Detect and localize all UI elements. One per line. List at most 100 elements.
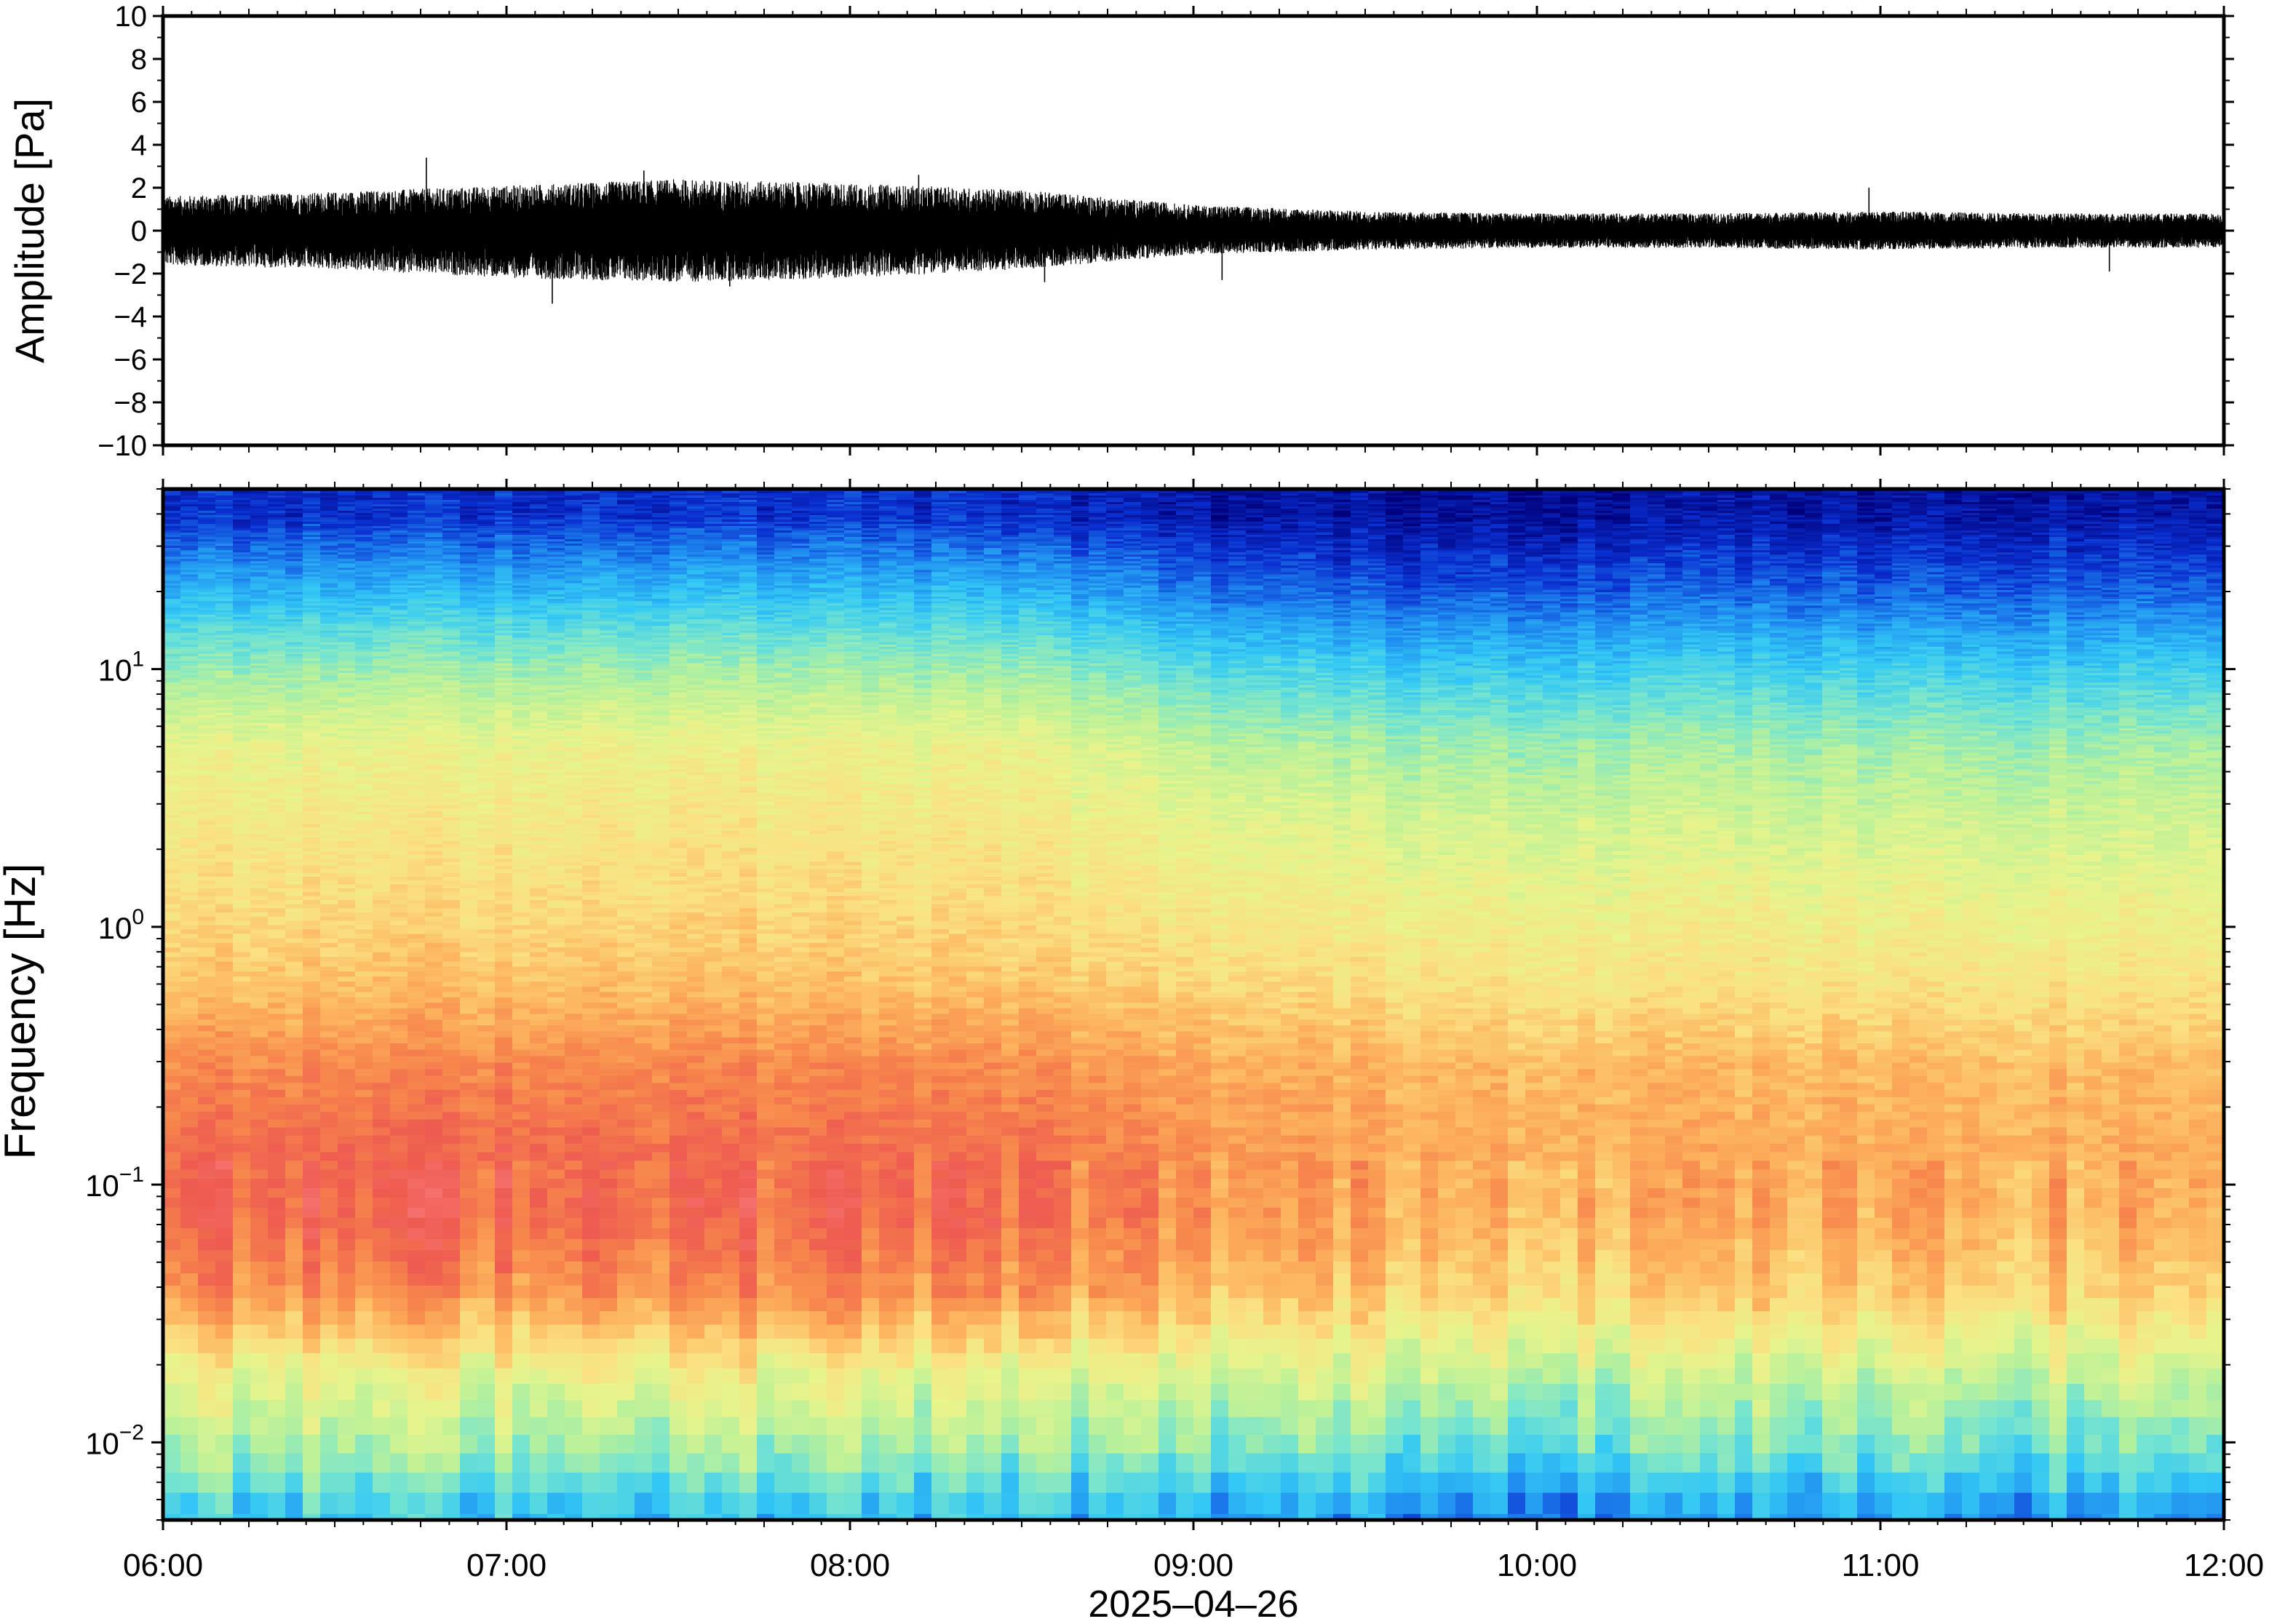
spectrogram-cell — [390, 717, 408, 720]
spectrogram-cell — [250, 741, 269, 744]
spectrogram-cell — [390, 866, 408, 870]
spectrogram-cell — [460, 982, 478, 987]
spectrogram-cell — [373, 998, 391, 1003]
spectrogram-cell — [408, 818, 426, 821]
spectrogram-cell — [163, 1090, 181, 1097]
spectrogram-cell — [198, 1400, 216, 1417]
spectrogram-cell — [477, 728, 496, 731]
spectrogram-cell — [338, 962, 356, 967]
spectrogram-cell — [495, 821, 513, 824]
spectrogram-cell — [303, 900, 321, 904]
spectrogram-cell — [180, 869, 199, 874]
spectrogram-cell — [320, 1250, 338, 1262]
spectrogram-cell — [390, 877, 408, 881]
spectrogram-cell — [198, 1144, 216, 1153]
spectrogram-cell — [460, 1400, 478, 1417]
spectrogram-cell — [303, 749, 321, 752]
spectrogram-cell — [285, 929, 303, 934]
spectrogram-cell — [373, 834, 391, 837]
spectrogram-cell — [198, 1368, 216, 1384]
spectrogram-cell — [408, 1273, 426, 1286]
spectrogram-cell — [425, 943, 443, 948]
spectrogram-cell — [285, 1311, 303, 1325]
spectrogram-cell — [512, 837, 531, 841]
spectrogram-cell — [338, 1493, 356, 1515]
spectrogram-cell — [425, 1453, 443, 1473]
spectrogram-cell — [355, 848, 373, 851]
spectrogram-cell — [180, 784, 199, 787]
spectrogram-cell — [373, 814, 391, 818]
spectrogram-cell — [460, 976, 478, 982]
spectrogram-cell — [198, 752, 216, 755]
spectrogram-cell — [303, 685, 321, 688]
spectrogram-cell — [373, 749, 391, 752]
spectrogram-cell — [198, 912, 216, 917]
spectrogram-cell — [198, 736, 216, 739]
spectrogram-cell — [442, 698, 461, 701]
spectrogram-cell — [390, 1112, 408, 1120]
spectrogram-cell — [512, 775, 531, 779]
spectrogram-cell — [180, 1038, 199, 1044]
spectrogram-cell — [355, 976, 373, 982]
spectrogram-cell — [250, 693, 269, 696]
spectrogram-cell — [355, 966, 373, 971]
spectrogram-cell — [180, 877, 199, 881]
spectrogram-cell — [285, 758, 303, 761]
spectrogram-cell — [460, 736, 478, 739]
spectrogram-cell — [373, 1003, 391, 1008]
spectrogram-cell — [163, 1008, 181, 1014]
spectrogram-cell — [320, 1239, 338, 1251]
spectrogram-cell — [250, 1128, 269, 1137]
spectrogram-cell — [285, 1128, 303, 1137]
spectrogram-cell — [390, 1239, 408, 1251]
spectrogram-cell — [495, 728, 513, 731]
spectrogram-cell — [250, 793, 269, 797]
spectrogram-cell — [460, 1188, 478, 1198]
spectrogram-cell — [373, 1008, 391, 1014]
spectrogram-cell — [233, 848, 251, 851]
spectrogram-cell — [180, 1239, 199, 1251]
spectrogram-cell — [233, 796, 251, 800]
spectrogram-cell — [495, 707, 513, 710]
spectrogram-cell — [233, 723, 251, 726]
spectrogram-cell — [233, 1104, 251, 1112]
spectrogram-cell — [320, 793, 338, 797]
spectrogram-cell — [512, 1493, 531, 1515]
spectrogram-cell — [163, 1286, 181, 1299]
spectrogram-cell — [163, 1514, 181, 1537]
spectrogram-cell — [215, 1473, 234, 1493]
spectrogram-cell — [373, 693, 391, 696]
spectrogram-cell — [355, 772, 373, 776]
spectrogram-cell — [495, 987, 513, 992]
spectrogram-cell — [495, 884, 513, 888]
spectrogram-cell — [268, 912, 286, 917]
spectrogram-cell — [163, 799, 181, 803]
spectrogram-cell — [233, 1038, 251, 1044]
spectrogram-cell — [268, 769, 286, 773]
spectrogram-cell — [303, 1239, 321, 1251]
spectrogram-cell — [408, 917, 426, 921]
spectrogram-cell — [285, 1062, 303, 1070]
spectrogram-cell — [460, 1003, 478, 1008]
spectrogram-cell — [215, 1218, 234, 1229]
spectrogram-cell — [373, 1056, 391, 1063]
spectrogram-cell — [355, 790, 373, 794]
spectrogram-cell — [250, 1038, 269, 1044]
spectrogram-cell — [477, 859, 496, 863]
spectrogram-cell — [425, 1384, 443, 1401]
spectrogram-cell — [425, 841, 443, 845]
spectrogram-cell — [233, 1083, 251, 1090]
spectrogram-cell — [442, 912, 461, 917]
spectrogram-cell — [495, 917, 513, 921]
spectrogram-cell — [512, 1273, 531, 1286]
spectrogram-cell — [338, 884, 356, 888]
spectrogram-cell — [442, 966, 461, 971]
spectrogram-cell — [390, 824, 408, 828]
spectrogram-cell — [320, 827, 338, 831]
spectrogram-cell — [442, 1019, 461, 1026]
spectrogram-cell — [495, 1273, 513, 1286]
spectrogram-cell — [285, 693, 303, 696]
spectrogram-cell — [250, 1062, 269, 1070]
spectrogram-cell — [355, 1473, 373, 1493]
spectrogram-cell — [530, 693, 548, 696]
